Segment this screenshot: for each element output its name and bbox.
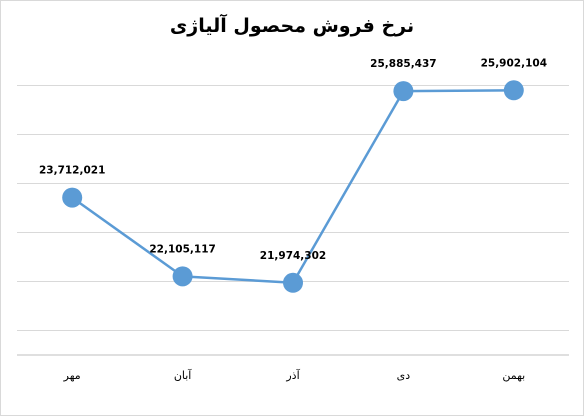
category-label: مهر [63,369,81,382]
category-label: دی [397,369,411,382]
data-point [283,272,303,293]
data-label: 23,712,021 [39,165,105,177]
data-point [172,266,193,287]
data-label: 21,974,302 [260,250,326,262]
data-point [503,80,524,101]
gridlines [17,85,569,356]
data-label: 25,885,437 [370,58,436,70]
data-label: 25,902,104 [481,57,547,69]
category-labels: مهر آبان آذر دی بهمن [63,368,526,382]
category-label: آبان [174,368,192,382]
chart-title: نرخ فروش محصول آلیاژی [169,15,415,37]
data-labels: 23,712,021 22,105,117 21,974,302 25,885,437… [39,57,547,261]
markers [62,80,524,293]
data-point [393,81,414,102]
category-label: بهمن [502,369,525,382]
data-label: 22,105,117 [149,243,215,255]
data-point [62,187,83,208]
category-label: آذر [285,368,300,382]
